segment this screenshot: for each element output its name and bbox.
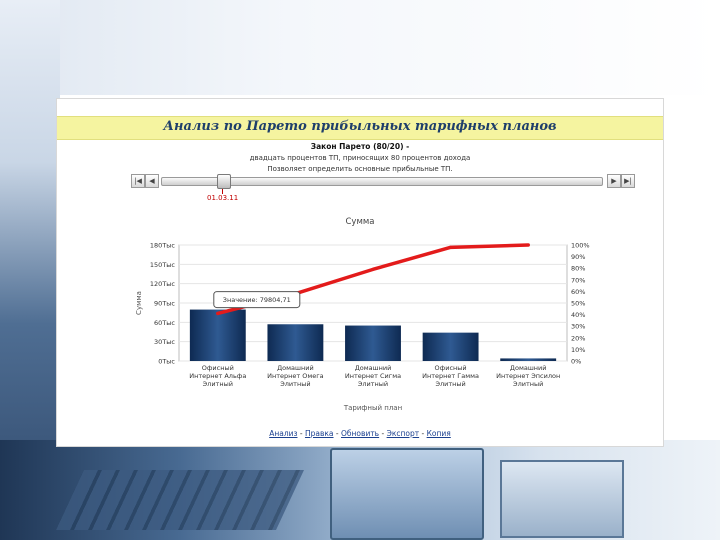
y2-tick-label: 90% bbox=[571, 253, 585, 261]
slider-prev-button[interactable]: ◀ bbox=[145, 174, 159, 188]
edit-link[interactable]: Правка bbox=[304, 429, 334, 438]
chart-title: Сумма bbox=[345, 217, 375, 227]
bar bbox=[422, 332, 479, 361]
analysis-link[interactable]: Анализ bbox=[269, 429, 298, 438]
copy-link[interactable]: Копия bbox=[426, 429, 451, 438]
background-keyboard bbox=[56, 470, 304, 530]
description-line: Позволяет определить основные прибыльные… bbox=[267, 165, 453, 173]
cumulative-point bbox=[216, 311, 220, 315]
x-tick-label: Офисный Интернет Альфа Элитный bbox=[189, 364, 246, 388]
y2-tick-label: 100% bbox=[571, 242, 590, 250]
background-monitor-2 bbox=[500, 460, 624, 538]
refresh-link[interactable]: Обновить bbox=[341, 429, 380, 438]
bar bbox=[189, 309, 246, 361]
x-tick-label: Домашний Интернет Омега Элитный bbox=[267, 364, 324, 388]
slider-next-button[interactable]: ▶ bbox=[607, 174, 621, 188]
cumulative-point bbox=[449, 245, 453, 249]
y-tick-label: 30Тыс bbox=[154, 338, 175, 346]
separator: - bbox=[333, 429, 341, 438]
cumulative-point bbox=[526, 243, 530, 247]
y2-tick-label: 70% bbox=[571, 276, 585, 284]
prev-icon: ◀ bbox=[149, 177, 155, 185]
x-axis-label: Тарифный план bbox=[343, 404, 402, 412]
time-slider-thumb[interactable] bbox=[217, 174, 231, 189]
description-line: двадцать процентов ТП, приносящих 80 про… bbox=[249, 154, 471, 162]
y-tick-label: 120Тыс bbox=[150, 280, 176, 288]
tooltip-box bbox=[213, 291, 301, 309]
pareto-chart: 0Тыс 30Тыс 60Тыс 90Тыс 120Тыс 150Тыс 180Тыс 0% 1… bbox=[135, 242, 590, 413]
y-tick-label: 150Тыс bbox=[150, 261, 176, 269]
slider-date: 01.03.11 bbox=[207, 194, 239, 202]
background-top bbox=[0, 0, 720, 95]
y-tick-label: 180Тыс bbox=[150, 242, 176, 250]
slider-first-button[interactable]: |◀ bbox=[131, 174, 145, 188]
x-tick-label: Домашний Интернет Эпсилон Элитный bbox=[496, 364, 560, 388]
y-tick-label: 60Тыс bbox=[154, 319, 175, 327]
y2-tick-label: 50% bbox=[571, 300, 585, 308]
bar bbox=[500, 358, 557, 361]
first-icon: |◀ bbox=[134, 177, 142, 185]
slider-last-button[interactable]: ▶| bbox=[621, 174, 635, 188]
y2-tick-label: 60% bbox=[571, 288, 585, 296]
y-axis-label: Сумма bbox=[135, 291, 143, 315]
last-icon: ▶| bbox=[624, 177, 632, 185]
x-tick-label: Домашний Интернет Сигма Элитный bbox=[345, 364, 401, 388]
bar bbox=[345, 325, 401, 361]
footer-links: Анализ - Правка - Обновить - Экспорт - К… bbox=[57, 429, 663, 438]
y2-tick-label: 20% bbox=[571, 334, 585, 342]
report-panel: Анализ по Парето прибыльных тарифных пла… bbox=[56, 98, 664, 447]
separator: - bbox=[419, 429, 427, 438]
background-monitor bbox=[330, 448, 484, 540]
separator: - bbox=[297, 429, 305, 438]
y-tick-label: 0Тыс bbox=[158, 358, 175, 366]
description-heading: Закон Парето (80/20) - bbox=[310, 142, 410, 151]
time-slider-track[interactable] bbox=[161, 177, 603, 186]
separator: - bbox=[379, 429, 387, 438]
y2-tick-label: 80% bbox=[571, 265, 585, 273]
tooltip-text: Значение: 79804,71 bbox=[223, 296, 291, 304]
cumulative-point bbox=[371, 267, 375, 271]
x-tick-label: Офисный Интернет Гамма Элитный bbox=[422, 364, 479, 388]
export-link[interactable]: Экспорт bbox=[386, 429, 420, 438]
bar bbox=[267, 324, 324, 361]
y2-tick-label: 40% bbox=[571, 311, 585, 319]
y2-tick-label: 10% bbox=[571, 346, 585, 354]
y2-tick-label: 0% bbox=[571, 358, 581, 366]
y-tick-label: 90Тыс bbox=[154, 300, 175, 308]
next-icon: ▶ bbox=[611, 177, 617, 185]
title-band: Анализ по Парето прибыльных тарифных пла… bbox=[57, 116, 663, 140]
y2-tick-label: 30% bbox=[571, 323, 585, 331]
slider-marker bbox=[222, 189, 223, 194]
report-title: Анализ по Парето прибыльных тарифных пла… bbox=[163, 119, 557, 134]
